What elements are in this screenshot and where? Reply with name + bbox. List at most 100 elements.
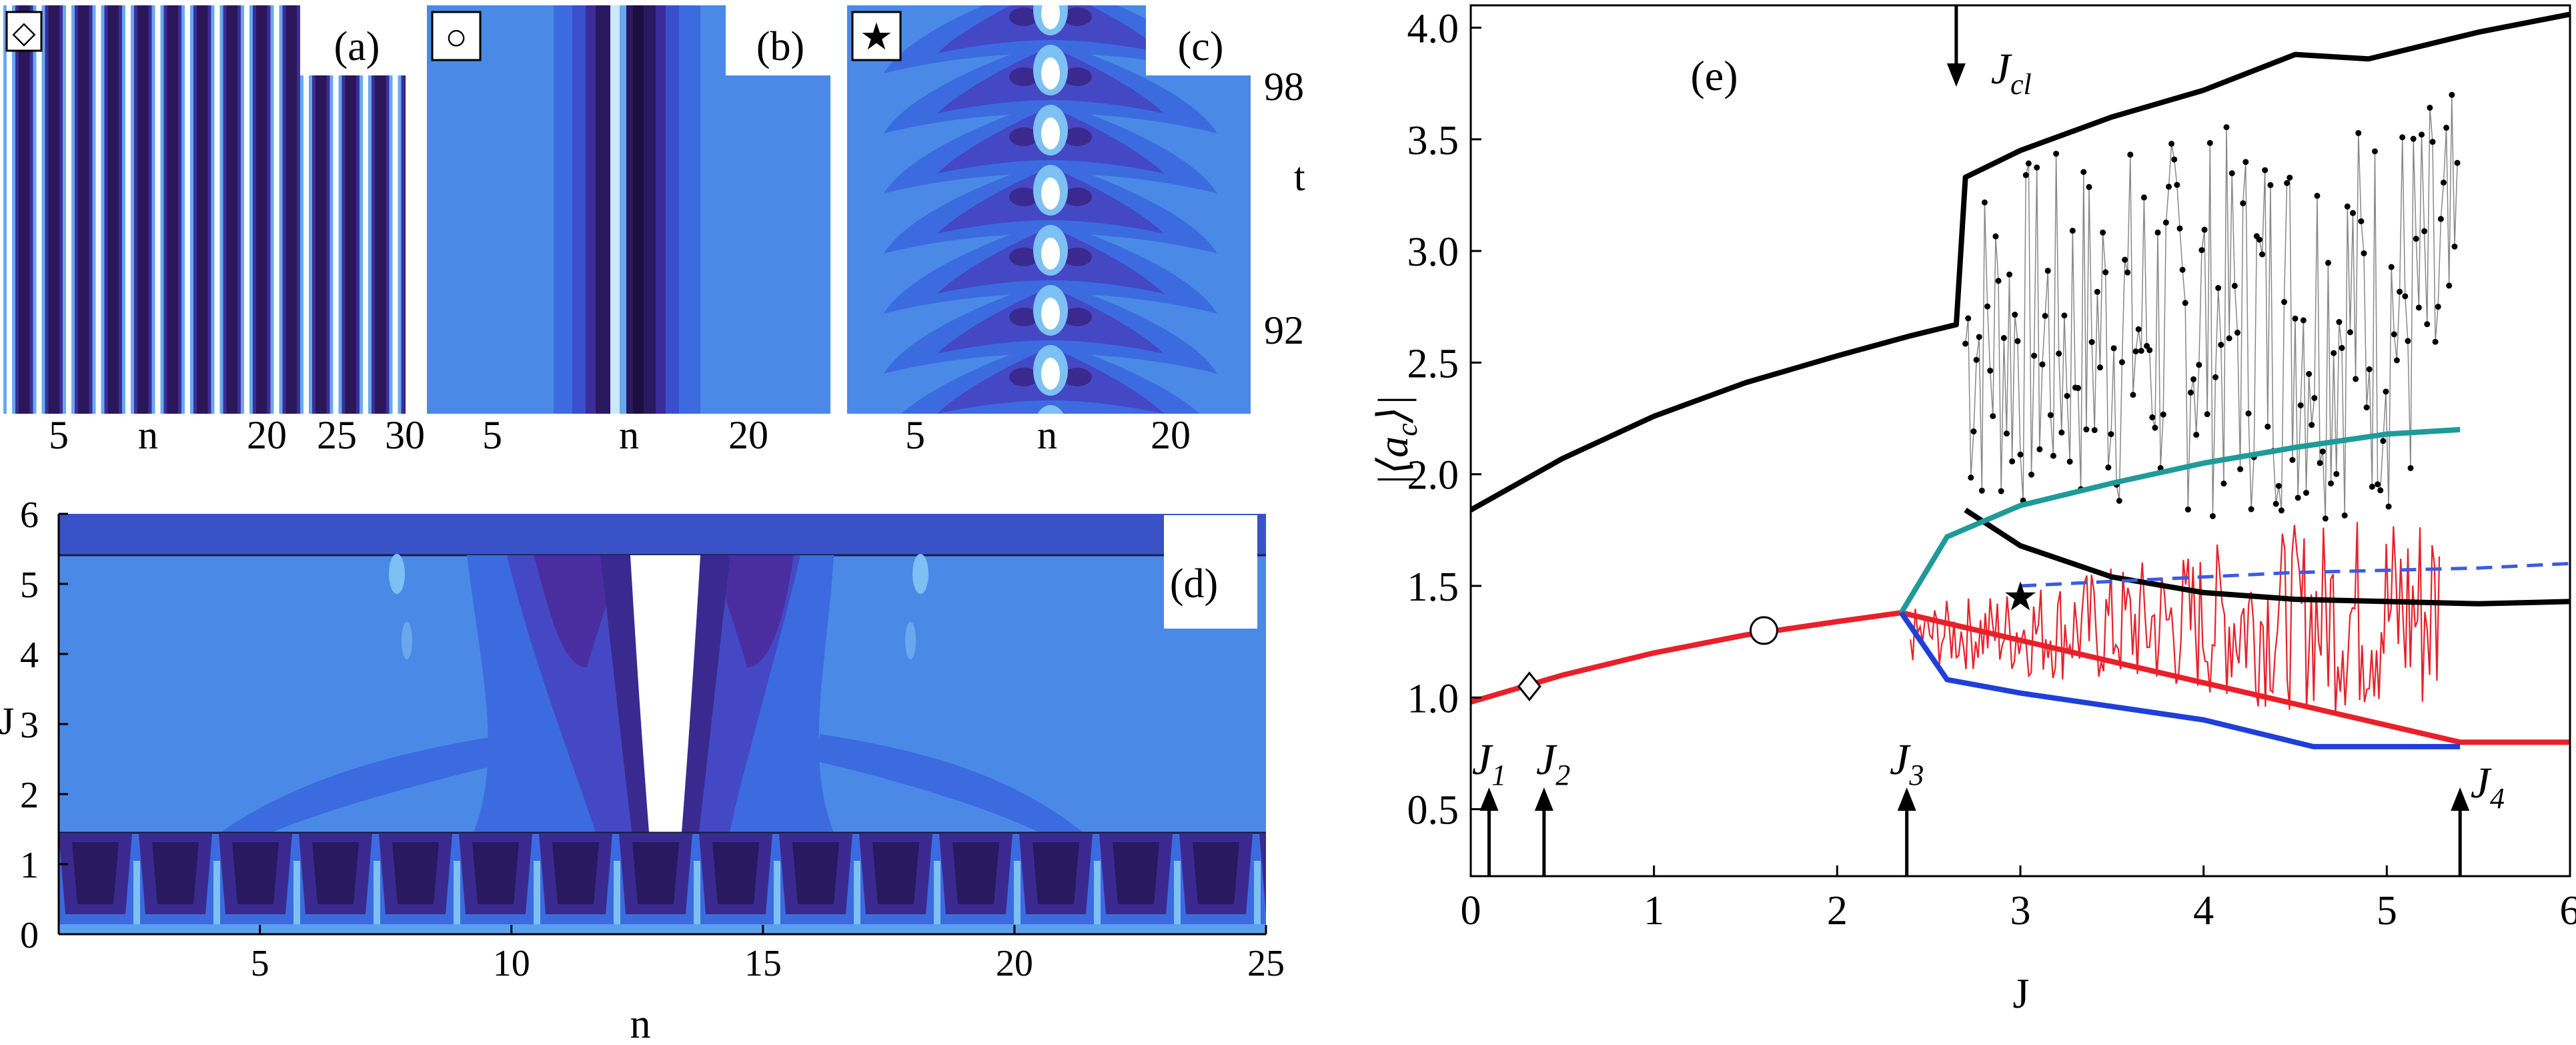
- stripe: [36, 5, 42, 414]
- band-cell: [774, 861, 780, 924]
- data-point: [2245, 410, 2252, 417]
- data-point: [2446, 282, 2453, 289]
- data-point: [2160, 411, 2166, 418]
- band-cell: [632, 842, 679, 904]
- data-point: [2094, 288, 2100, 295]
- data-point: [2413, 236, 2419, 242]
- data-point: [2289, 456, 2296, 463]
- data-point: [2124, 269, 2131, 276]
- band-cell: [1014, 861, 1021, 924]
- data-point: [2295, 494, 2301, 501]
- data-point: [1981, 199, 1988, 206]
- data-point: [2353, 376, 2359, 382]
- chevron: [1041, 238, 1060, 270]
- data-point: [2215, 285, 2222, 292]
- x-tick-label: 2: [1827, 888, 1848, 934]
- data-point: [1998, 488, 2004, 494]
- data-point: [2393, 357, 2400, 364]
- data-point: [2427, 104, 2433, 111]
- data-point: [2116, 497, 2122, 504]
- panel-a-xlabel: n: [138, 413, 158, 457]
- data-point: [2179, 266, 2186, 273]
- x-tick-label: 5: [251, 943, 269, 984]
- data-point: [2058, 429, 2065, 436]
- x-tick-label: 1: [1644, 888, 1664, 934]
- data-point: [2410, 135, 2417, 142]
- data-point: [2042, 312, 2048, 319]
- data-point: [2350, 210, 2357, 216]
- data-point: [2028, 471, 2034, 478]
- x-tick-label: 0: [1461, 888, 1481, 934]
- panel-a-marker-box: [5, 11, 43, 52]
- data-point: [2284, 180, 2291, 186]
- panel-b-xlabel: n: [619, 413, 639, 457]
- data-point: [2122, 256, 2128, 263]
- data-point: [2176, 225, 2183, 232]
- chevron: [1063, 428, 1092, 446]
- chevron: [1037, 405, 1064, 414]
- data-point: [2036, 446, 2043, 452]
- data-point: [2088, 339, 2095, 346]
- data-point: [2201, 226, 2208, 233]
- y-tick-label: 2.0: [1407, 453, 1459, 498]
- y-tick-label: 2.5: [1407, 341, 1459, 386]
- panel-e-axes: 0 1 2 3 4 5 6 0.5 1.0 1.5 2.0 2.5 3.0 3.5 4.0: [1407, 6, 2576, 934]
- y-tick-label: 3.0: [1407, 230, 1459, 275]
- data-point: [2149, 414, 2156, 420]
- chevron: [1009, 248, 1039, 266]
- panel-b-xtick: 5: [482, 413, 502, 457]
- chevron: [1009, 127, 1039, 146]
- data-point: [1984, 303, 1991, 310]
- data-point: [2196, 362, 2202, 368]
- data-point: [2171, 156, 2178, 163]
- y-tick-label: 1.5: [1407, 565, 1459, 610]
- data-point: [2371, 148, 2378, 155]
- data-point: [2003, 430, 2010, 437]
- x-tick-label: 3: [2010, 888, 2031, 934]
- data-point: [2044, 268, 2051, 274]
- data-point: [2228, 170, 2235, 177]
- data-point: [2309, 422, 2315, 428]
- data-point: [2152, 424, 2158, 431]
- data-point: [2358, 218, 2365, 225]
- band-cell: [1193, 842, 1239, 904]
- annotation-label: J2: [1536, 735, 1570, 791]
- data-point: [2086, 184, 2092, 190]
- band-cell: [232, 842, 279, 904]
- data-point: [2209, 512, 2216, 519]
- panel-e-ylabel-main: |⟨a: [1369, 436, 1417, 486]
- band-cell: [1113, 842, 1159, 904]
- data-point: [2259, 251, 2266, 258]
- band-cell: [374, 861, 380, 924]
- data-point: [2336, 319, 2343, 326]
- panel-e-ylabel-sub: c: [1391, 423, 1423, 436]
- x-tick-label: 4: [2193, 888, 2214, 934]
- data-point: [2397, 288, 2403, 295]
- data-point: [1965, 315, 1972, 322]
- data-point: [2080, 169, 2087, 176]
- panel-c-xtick: 20: [1151, 413, 1191, 457]
- circle-icon: ○: [445, 17, 468, 58]
- data-point: [2154, 229, 2161, 236]
- y-tick-label: 3.5: [1407, 118, 1459, 163]
- arrow-head: [1534, 787, 1553, 811]
- data-point: [2193, 432, 2200, 438]
- band-cell: [293, 861, 300, 924]
- chevron: [1063, 188, 1092, 206]
- data-point: [2415, 304, 2422, 311]
- panel-d-ylabel: J: [0, 699, 14, 743]
- data-point: [1987, 367, 1994, 374]
- data-point: [2047, 412, 2054, 418]
- data-point: [2248, 506, 2255, 512]
- data-point: [2075, 385, 2082, 392]
- y-tick-label: 6: [20, 494, 39, 536]
- data-point: [2206, 139, 2213, 146]
- panel-a-xtick: 5: [49, 413, 69, 457]
- data-point: [2311, 394, 2318, 401]
- data-point: [2437, 216, 2444, 222]
- y-tick-label: 0.5: [1407, 788, 1459, 833]
- data-point: [2344, 203, 2351, 210]
- data-point: [2366, 366, 2373, 372]
- data-point: [2402, 293, 2409, 300]
- chevron: [1041, 57, 1060, 89]
